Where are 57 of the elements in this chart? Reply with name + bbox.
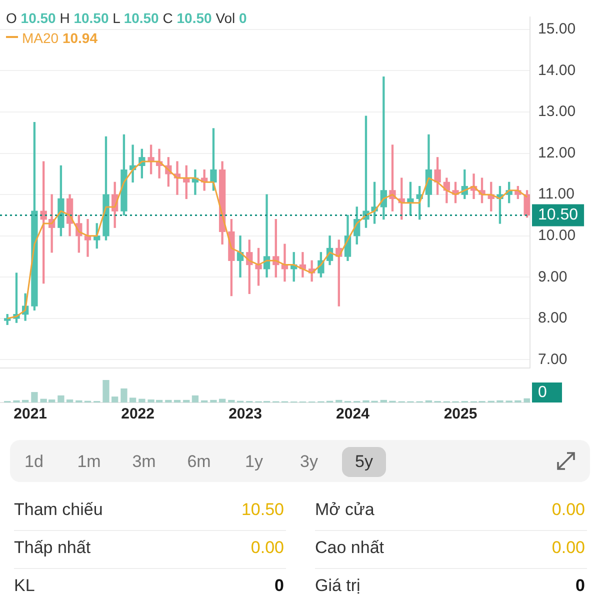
category-label: 1d <box>24 451 44 473</box>
bar <box>192 395 199 402</box>
text: 0 <box>574 576 585 596</box>
bar <box>524 398 530 402</box>
bar <box>336 400 342 402</box>
bar <box>120 388 128 402</box>
x-tick-label: 2021 <box>14 406 48 423</box>
bar <box>102 380 110 402</box>
bar <box>66 399 74 402</box>
text: KL <box>14 576 35 596</box>
x-tick-label: 2024 <box>336 406 370 423</box>
ref-line-label: 10.50 <box>538 206 578 224</box>
text: 0.00 <box>250 538 284 558</box>
text: Giá trị <box>315 576 360 596</box>
bar <box>112 396 118 402</box>
x-tick-label: 2022 <box>121 406 154 423</box>
text: Thấp nhất <box>14 538 91 558</box>
y-tick-label: 12.00 <box>538 144 576 162</box>
text: 0.00 <box>550 538 585 558</box>
bar <box>165 400 172 402</box>
category-label: 1m <box>76 451 102 473</box>
category-label: 3y <box>299 451 319 473</box>
y-tick-label: 11.00 <box>538 186 574 203</box>
bar <box>228 400 235 402</box>
bar <box>218 398 226 402</box>
bar <box>210 400 217 402</box>
bar <box>138 398 146 402</box>
y-tick-label: 8.00 <box>538 310 568 327</box>
bar <box>58 395 64 402</box>
x-tick-label: 2025 <box>444 406 478 423</box>
bar <box>31 392 38 402</box>
y-tick-label: 15.00 <box>538 20 576 38</box>
category-label: 5y <box>342 447 386 477</box>
category-label: 3m <box>131 451 157 473</box>
bar <box>22 400 29 402</box>
text: 0 <box>274 576 284 596</box>
y-tick-label: 13.00 <box>538 103 576 120</box>
text: Tham chiếu <box>14 500 103 520</box>
y-tick-label: 7.00 <box>538 350 568 368</box>
bar <box>183 400 190 402</box>
bar <box>380 400 387 402</box>
bar <box>129 398 136 402</box>
annotation: 10.94 <box>62 30 98 46</box>
category-label: 6m <box>186 451 212 473</box>
text: 10.50 <box>240 500 284 520</box>
y-tick-label: 9.00 <box>538 268 568 286</box>
text: Mở cửa <box>315 500 374 520</box>
text: Cao nhất <box>315 538 384 558</box>
x-tick-label: 2023 <box>228 406 262 423</box>
category-label: 1y <box>244 451 264 473</box>
y-tick-label: 10.00 <box>538 227 576 244</box>
y-tick-label: 14.00 <box>538 62 576 79</box>
text: O 10.50 H 10.50 L 10.50 C 10.50 Vol 0 <box>6 10 247 26</box>
legend-label: MA20 <box>22 30 60 46</box>
text: 0 <box>538 384 547 401</box>
bar <box>174 400 181 402</box>
text: 0.00 <box>550 500 585 520</box>
